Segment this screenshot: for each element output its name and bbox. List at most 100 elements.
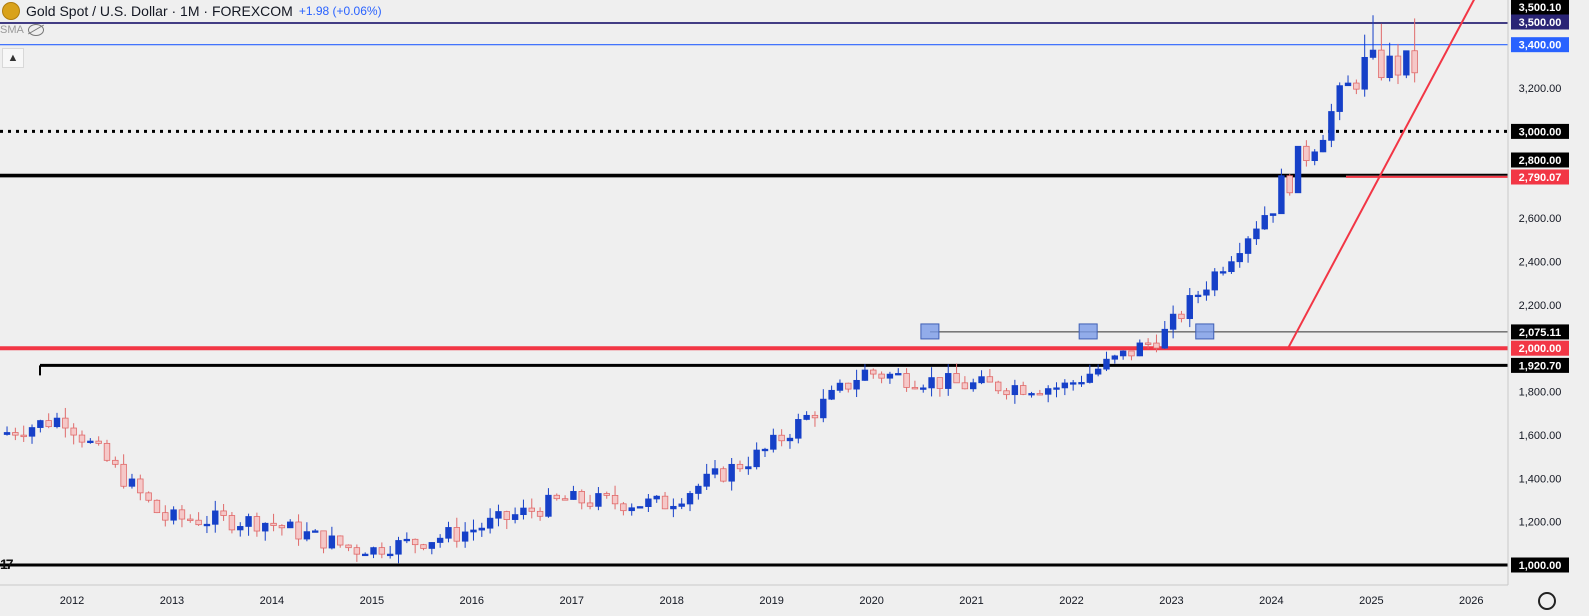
candle[interactable] (911, 387, 919, 390)
candle[interactable] (1186, 295, 1193, 320)
candle[interactable] (495, 511, 502, 519)
candle[interactable] (811, 414, 819, 419)
candle[interactable] (228, 515, 236, 531)
candle[interactable] (711, 468, 719, 475)
candle[interactable] (137, 478, 144, 494)
candle[interactable] (745, 466, 752, 470)
tradingview-logo-icon[interactable]: 17 (0, 556, 14, 572)
candle[interactable] (1378, 49, 1385, 79)
candle[interactable] (561, 498, 569, 501)
candle[interactable] (503, 511, 510, 520)
candle[interactable] (870, 369, 877, 375)
candle[interactable] (695, 485, 702, 494)
candle[interactable] (1028, 393, 1035, 396)
candle[interactable] (753, 449, 760, 468)
candle[interactable] (578, 491, 585, 504)
candle[interactable] (1211, 271, 1218, 291)
time-axis[interactable] (0, 585, 1589, 616)
candle[interactable] (445, 527, 452, 539)
candle[interactable] (720, 468, 727, 482)
candle[interactable] (845, 382, 852, 390)
candle[interactable] (20, 434, 27, 438)
candle[interactable] (1411, 50, 1418, 74)
candle[interactable] (945, 373, 952, 389)
candle[interactable] (1078, 382, 1085, 385)
candle[interactable] (253, 516, 261, 532)
candle[interactable] (287, 521, 294, 529)
candle[interactable] (420, 544, 427, 549)
candle[interactable] (1328, 111, 1335, 141)
gear-icon[interactable] (1538, 592, 1556, 610)
candle[interactable] (861, 369, 869, 381)
candle[interactable] (786, 437, 794, 442)
candle[interactable] (195, 519, 202, 526)
candle[interactable] (1228, 261, 1235, 273)
candle[interactable] (928, 377, 935, 389)
candle[interactable] (1303, 145, 1310, 162)
candle[interactable] (295, 521, 302, 540)
candle[interactable] (620, 503, 627, 512)
candle[interactable] (1144, 342, 1152, 345)
candle[interactable] (1011, 385, 1019, 396)
candle[interactable] (836, 382, 844, 391)
candle[interactable] (1311, 151, 1318, 162)
candle[interactable] (170, 509, 177, 521)
candle[interactable] (1386, 55, 1393, 79)
candle[interactable] (953, 373, 960, 384)
candle[interactable] (1236, 253, 1243, 263)
candle[interactable] (986, 376, 994, 383)
candle[interactable] (528, 507, 535, 512)
candle[interactable] (1269, 213, 1277, 216)
candle[interactable] (1203, 289, 1210, 296)
candle[interactable] (1344, 82, 1352, 87)
candle[interactable] (386, 553, 394, 557)
candle[interactable] (436, 537, 444, 543)
candle[interactable] (237, 526, 244, 531)
candle[interactable] (345, 544, 352, 549)
candle[interactable] (1194, 294, 1202, 298)
candle[interactable] (1069, 382, 1077, 385)
candle[interactable] (270, 522, 277, 526)
candle[interactable] (961, 382, 969, 390)
candle[interactable] (53, 417, 61, 428)
candle[interactable] (45, 420, 52, 428)
candle[interactable] (761, 448, 769, 452)
candle[interactable] (1061, 382, 1069, 389)
candle[interactable] (511, 514, 519, 520)
candle[interactable] (3, 432, 11, 435)
candle[interactable] (995, 381, 1002, 392)
candle[interactable] (645, 498, 652, 507)
candle[interactable] (628, 507, 635, 512)
candle[interactable] (1361, 56, 1368, 90)
candle[interactable] (595, 493, 602, 507)
candle[interactable] (62, 417, 69, 429)
candle[interactable] (403, 538, 411, 542)
candle[interactable] (1278, 175, 1285, 215)
price-axis[interactable] (1508, 0, 1589, 616)
candle[interactable] (778, 434, 785, 442)
highlight-box[interactable] (1078, 323, 1098, 340)
candle[interactable] (128, 478, 136, 487)
candle[interactable] (12, 432, 19, 436)
candle[interactable] (212, 510, 219, 525)
candle[interactable] (1161, 328, 1168, 349)
candle[interactable] (303, 531, 311, 540)
candle[interactable] (686, 493, 694, 505)
candle[interactable] (103, 442, 111, 461)
candle[interactable] (95, 440, 102, 444)
candle[interactable] (1286, 175, 1293, 194)
candle[interactable] (145, 492, 152, 501)
candle[interactable] (1253, 228, 1260, 240)
candle[interactable] (661, 495, 669, 510)
candle[interactable] (570, 491, 577, 500)
candle[interactable] (370, 547, 377, 555)
candle[interactable] (1294, 145, 1302, 194)
candle[interactable] (886, 373, 894, 379)
candle[interactable] (353, 547, 361, 555)
candle[interactable] (1394, 55, 1402, 76)
candle[interactable] (262, 522, 269, 532)
candle[interactable] (728, 463, 735, 482)
candle[interactable] (411, 538, 419, 546)
candle[interactable] (703, 473, 710, 487)
candle[interactable] (1153, 342, 1160, 349)
